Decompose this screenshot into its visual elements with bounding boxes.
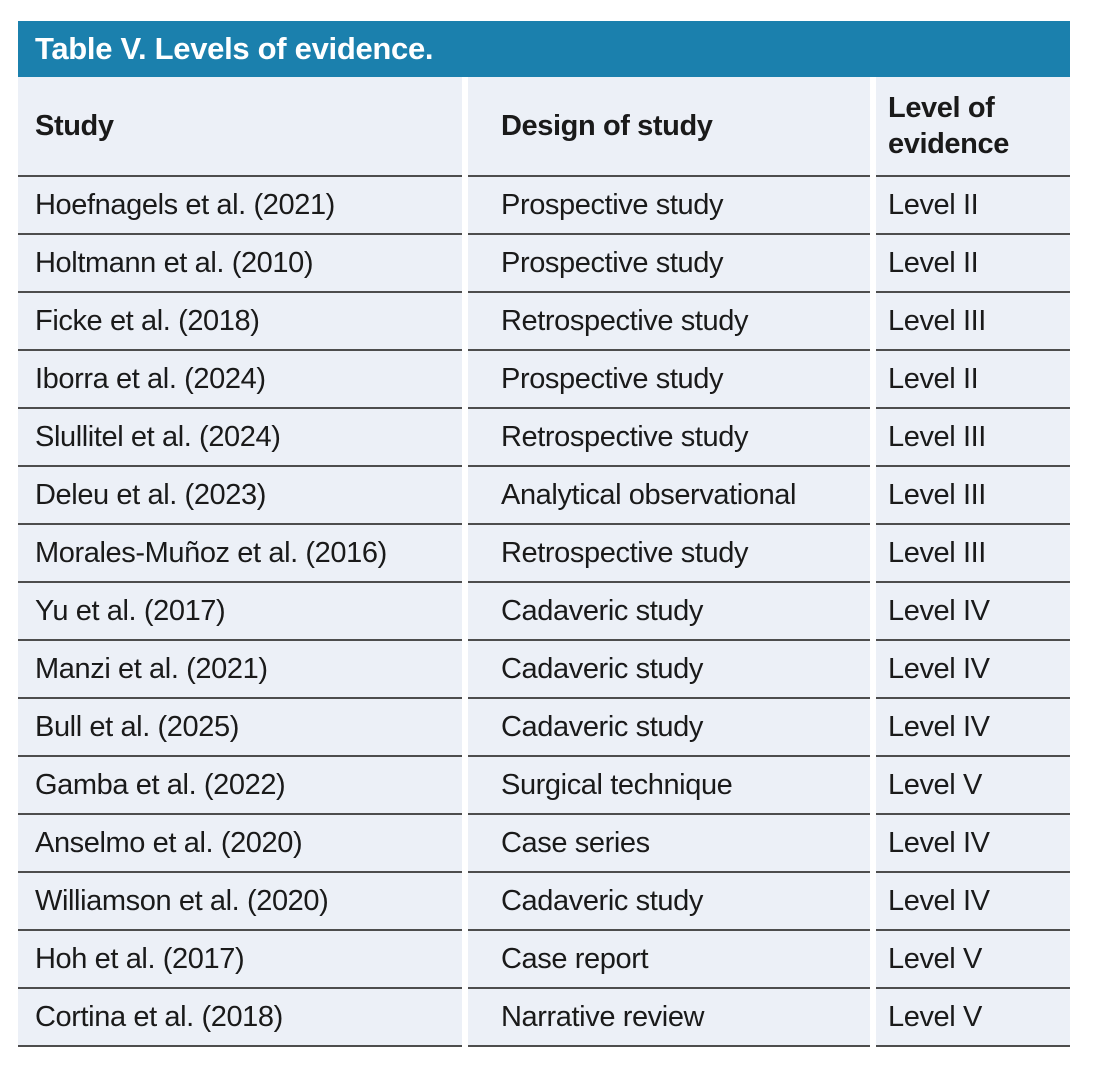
level-cell: Level V [876, 931, 1070, 989]
level-cell: Level III [876, 525, 1070, 583]
table-row: Anselmo et al. (2020) Case series Level IV [18, 815, 1070, 873]
table-row: Iborra et al. (2024) Prospective study Lev… [18, 351, 1070, 409]
design-cell: Retrospective study [468, 525, 870, 583]
level-cell: Level IV [876, 815, 1070, 873]
table-row: Yu et al. (2017) Cadaveric study Level IV [18, 583, 1070, 641]
table-row: Williamson et al. (2020) Cadaveric study L… [18, 873, 1070, 931]
level-cell: Level III [876, 409, 1070, 467]
table-row: Morales-Muñoz et al. (2016) Retrospective… [18, 525, 1070, 583]
table-title: Table V. Levels of evidence. [35, 31, 434, 66]
study-cell: Cortina et al. (2018) [18, 989, 462, 1047]
table-row: Deleu et al. (2023) Analytical observatio… [18, 467, 1070, 525]
level-cell: Level V [876, 757, 1070, 815]
study-cell: Slullitel et al. (2024) [18, 409, 462, 467]
column-header-study: Study [18, 77, 462, 177]
design-cell: Narrative review [468, 989, 870, 1047]
design-cell: Prospective study [468, 177, 870, 235]
design-cell: Cadaveric study [468, 583, 870, 641]
design-cell: Analytical observational [468, 467, 870, 525]
design-cell: Retrospective study [468, 409, 870, 467]
table-row: Hoefnagels et al. (2021) Prospective stud… [18, 177, 1070, 235]
level-cell: Level III [876, 293, 1070, 351]
table-title-band: Table V. Levels of evidence. [18, 21, 1070, 77]
design-cell: Cadaveric study [468, 699, 870, 757]
study-cell: Morales-Muñoz et al. (2016) [18, 525, 462, 583]
study-cell: Williamson et al. (2020) [18, 873, 462, 931]
design-cell: Cadaveric study [468, 873, 870, 931]
table-body: Hoefnagels et al. (2021) Prospective stud… [18, 177, 1070, 1047]
table-row: Gamba et al. (2022) Surgical technique Lev… [18, 757, 1070, 815]
table-row: Ficke et al. (2018) Retrospective study Le… [18, 293, 1070, 351]
table-row: Bull et al. (2025) Cadaveric study Level I… [18, 699, 1070, 757]
table-row: Hoh et al. (2017) Case report Level V [18, 931, 1070, 989]
study-cell: Hoh et al. (2017) [18, 931, 462, 989]
table-header-row: Study Design of study Level of evidence [18, 77, 1070, 177]
level-cell: Level IV [876, 873, 1070, 931]
design-cell: Prospective study [468, 351, 870, 409]
study-cell: Iborra et al. (2024) [18, 351, 462, 409]
level-cell: Level V [876, 989, 1070, 1047]
study-cell: Holtmann et al. (2010) [18, 235, 462, 293]
table-row: Slullitel et al. (2024) Retrospective stu… [18, 409, 1070, 467]
study-cell: Anselmo et al. (2020) [18, 815, 462, 873]
study-cell: Hoefnagels et al. (2021) [18, 177, 462, 235]
table-row: Holtmann et al. (2010) Prospective study L… [18, 235, 1070, 293]
column-header-level-of-evidence: Level of evidence [876, 77, 1070, 177]
level-cell: Level IV [876, 641, 1070, 699]
level-cell: Level III [876, 467, 1070, 525]
column-header-design-of-study: Design of study [468, 77, 870, 177]
design-cell: Surgical technique [468, 757, 870, 815]
study-cell: Deleu et al. (2023) [18, 467, 462, 525]
study-cell: Ficke et al. (2018) [18, 293, 462, 351]
study-cell: Bull et al. (2025) [18, 699, 462, 757]
design-cell: Retrospective study [468, 293, 870, 351]
table-row: Cortina et al. (2018) Narrative review Lev… [18, 989, 1070, 1047]
level-cell: Level IV [876, 583, 1070, 641]
design-cell: Prospective study [468, 235, 870, 293]
design-cell: Case series [468, 815, 870, 873]
level-cell: Level II [876, 177, 1070, 235]
study-cell: Yu et al. (2017) [18, 583, 462, 641]
study-cell: Manzi et al. (2021) [18, 641, 462, 699]
design-cell: Case report [468, 931, 870, 989]
levels-of-evidence-table: Table V. Levels of evidence. Study Desig… [18, 21, 1070, 1047]
study-cell: Gamba et al. (2022) [18, 757, 462, 815]
table-row: Manzi et al. (2021) Cadaveric study Level … [18, 641, 1070, 699]
level-cell: Level IV [876, 699, 1070, 757]
design-cell: Cadaveric study [468, 641, 870, 699]
level-cell: Level II [876, 235, 1070, 293]
level-cell: Level II [876, 351, 1070, 409]
